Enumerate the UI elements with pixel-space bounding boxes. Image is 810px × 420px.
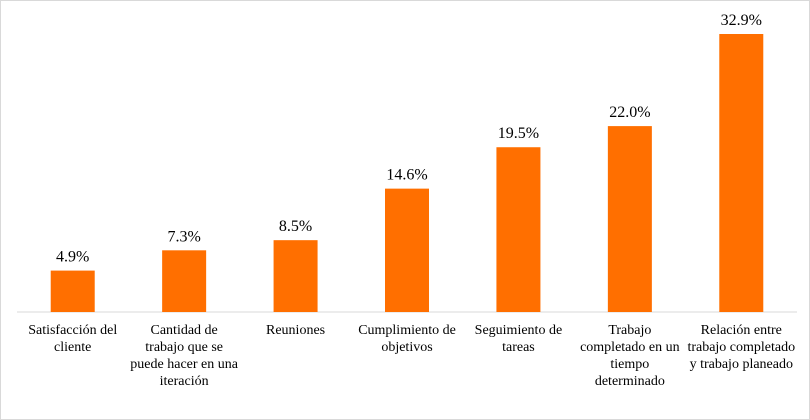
data-label: 32.9% xyxy=(721,12,762,29)
data-label: 4.9% xyxy=(56,249,89,266)
bar xyxy=(385,188,429,312)
bar xyxy=(162,250,207,312)
data-label: 7.3% xyxy=(167,228,200,245)
x-tick-label: Cantidad de trabajo que se puede hacer e… xyxy=(130,323,238,389)
bar xyxy=(496,147,541,312)
x-tick-label: Trabajo completado en un tiempo determin… xyxy=(580,323,680,389)
x-tick-label: Cumplimiento de objetivos xyxy=(358,323,456,355)
data-label: 14.6% xyxy=(386,167,427,184)
x-tick-label: Relación entre trabajo completado y trab… xyxy=(687,323,796,372)
bar xyxy=(607,126,652,313)
bar xyxy=(719,34,764,312)
bar xyxy=(50,270,95,312)
x-tick-label: Seguimiento de tareas xyxy=(474,323,563,355)
x-tick-label: Satisfacción del cliente xyxy=(28,323,118,355)
x-tick-label: Reuniones xyxy=(266,323,326,338)
bar xyxy=(273,240,318,312)
data-label: 8.5% xyxy=(279,218,312,235)
data-label: 19.5% xyxy=(498,125,539,142)
data-label: 22.0% xyxy=(609,104,650,121)
